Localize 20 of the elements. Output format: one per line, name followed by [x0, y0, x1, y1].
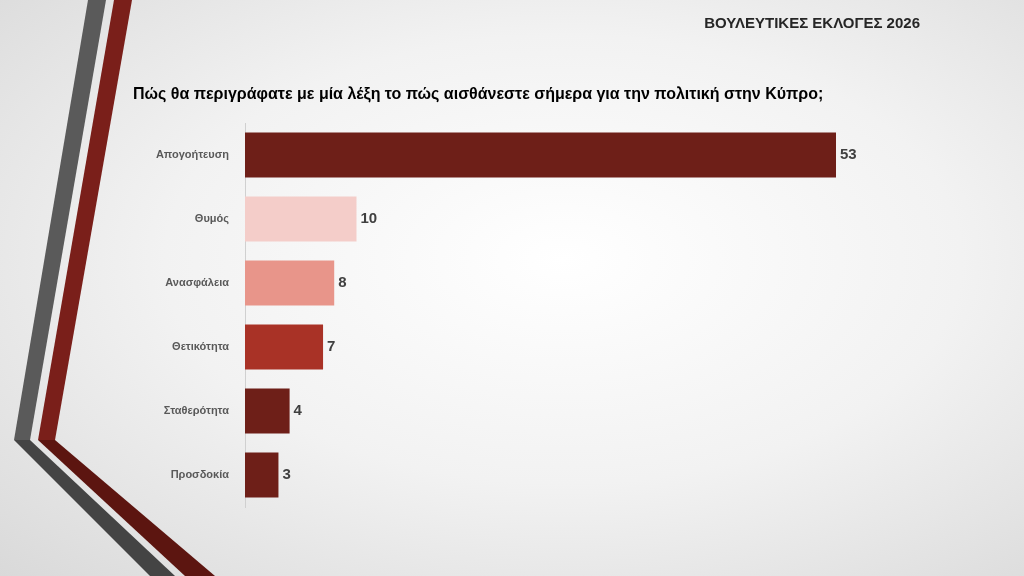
bar [245, 196, 357, 242]
y-tick-label: Προσδοκία [170, 468, 230, 481]
bar [245, 452, 279, 498]
y-tick-label: Θυμός [194, 212, 230, 226]
bar [245, 388, 290, 434]
y-tick-label: Απογοήτευση [155, 148, 230, 161]
bar [245, 132, 836, 178]
data-label: 7 [327, 337, 336, 355]
bar [245, 260, 335, 306]
y-tick-label: Θετικότητα [172, 340, 230, 353]
data-label: 4 [293, 401, 303, 419]
y-tick-label: Σταθερότητα [163, 404, 230, 417]
data-label: 10 [360, 209, 378, 227]
y-tick-label: Ανασφάλεια [165, 276, 230, 289]
bar [245, 324, 324, 370]
data-label: 53 [840, 145, 857, 163]
data-label: 3 [282, 465, 291, 483]
chart-title: ΒΟΥΛΕΥΤΙΚΕΣ ΕΚΛΟΓΕΣ 2026 [704, 14, 920, 31]
chart-subtitle: Πώς θα περιγράφατε με μία λέξη το πώς αισθάνεστε σήμερα για την πολιτική στην Κύπρο; [133, 85, 824, 103]
data-label: 8 [338, 273, 347, 291]
